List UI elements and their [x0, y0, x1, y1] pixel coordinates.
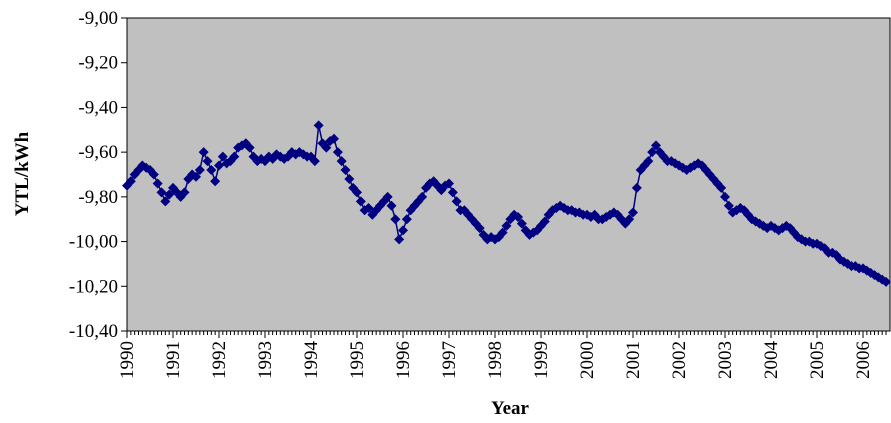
marker: [723, 200, 734, 211]
marker: [716, 182, 727, 193]
marker: [309, 156, 320, 167]
marker: [398, 225, 408, 236]
marker: [647, 147, 658, 158]
x-tick-label: 2004: [761, 341, 782, 380]
x-tick-label: 2000: [577, 341, 598, 379]
marker: [160, 196, 171, 207]
marker: [382, 191, 393, 202]
marker: [179, 187, 190, 198]
x-tick-label: 1998: [485, 341, 506, 379]
marker: [386, 200, 397, 211]
marker: [390, 214, 401, 225]
marker: [198, 147, 209, 158]
marker: [217, 151, 228, 162]
marker: [363, 203, 374, 214]
marker: [202, 156, 213, 167]
y-tick-label: -9,40: [78, 97, 118, 118]
x-tick-label: 2006: [853, 341, 874, 379]
marker: [125, 176, 136, 187]
x-tick-label: 1997: [439, 341, 460, 379]
marker: [329, 133, 339, 144]
x-tick-label: 1991: [163, 341, 184, 379]
marker: [214, 160, 224, 171]
marker: [539, 216, 550, 227]
y-tick-label: -10,20: [69, 276, 118, 297]
marker: [210, 176, 221, 187]
marker: [474, 223, 485, 234]
marker: [628, 207, 638, 218]
x-tick-label: 2005: [807, 341, 828, 379]
marker: [148, 169, 159, 180]
marker: [355, 196, 366, 207]
marker: [332, 147, 343, 158]
y-axis-title: YTL/kWh: [12, 131, 33, 216]
marker: [417, 191, 428, 202]
marker: [497, 227, 508, 238]
y-tick-label: -9,20: [78, 53, 118, 74]
x-tick-label: 1999: [531, 341, 552, 379]
marker: [401, 214, 412, 225]
y-tick-label: -10,00: [69, 232, 118, 253]
y-tick-label: -10,40: [69, 321, 118, 342]
marker: [344, 173, 355, 184]
marker: [206, 165, 217, 176]
y-tick-label: -9,60: [78, 142, 118, 163]
marker: [643, 156, 654, 167]
x-tick-label: 1993: [255, 341, 276, 379]
marker: [501, 220, 512, 231]
x-tick-label: 1992: [209, 341, 230, 379]
x-tick-label: 2003: [715, 341, 736, 379]
marker: [313, 120, 324, 131]
marker: [451, 196, 462, 207]
marker: [352, 187, 362, 198]
marker: [516, 218, 527, 229]
x-axis-title: Year: [491, 398, 530, 419]
marker: [513, 211, 523, 222]
marker: [394, 234, 405, 245]
marker: [336, 156, 347, 167]
marker: [447, 187, 458, 198]
marker: [624, 214, 635, 225]
marker: [229, 151, 240, 162]
y-tick-label: -9,80: [78, 187, 118, 208]
y-tick-label: -9,00: [78, 8, 118, 29]
plot-area: [126, 17, 891, 332]
x-tick-label: 1996: [393, 341, 414, 379]
x-tick-label: 2002: [669, 341, 690, 379]
marker: [881, 276, 891, 287]
x-tick-label: 2001: [623, 341, 644, 379]
marker: [194, 165, 205, 176]
marker: [191, 171, 201, 182]
x-tick-label: 1990: [117, 341, 138, 379]
marker: [631, 182, 642, 193]
marker: [720, 191, 730, 202]
x-tick-label: 1994: [301, 341, 322, 380]
marker: [164, 189, 175, 200]
x-tick-label: 1995: [347, 341, 368, 379]
marker: [444, 178, 454, 189]
marker: [156, 187, 167, 198]
marker: [651, 140, 661, 151]
marker: [244, 142, 255, 153]
marker: [321, 142, 332, 153]
marker: [152, 178, 163, 189]
marker: [340, 165, 351, 176]
